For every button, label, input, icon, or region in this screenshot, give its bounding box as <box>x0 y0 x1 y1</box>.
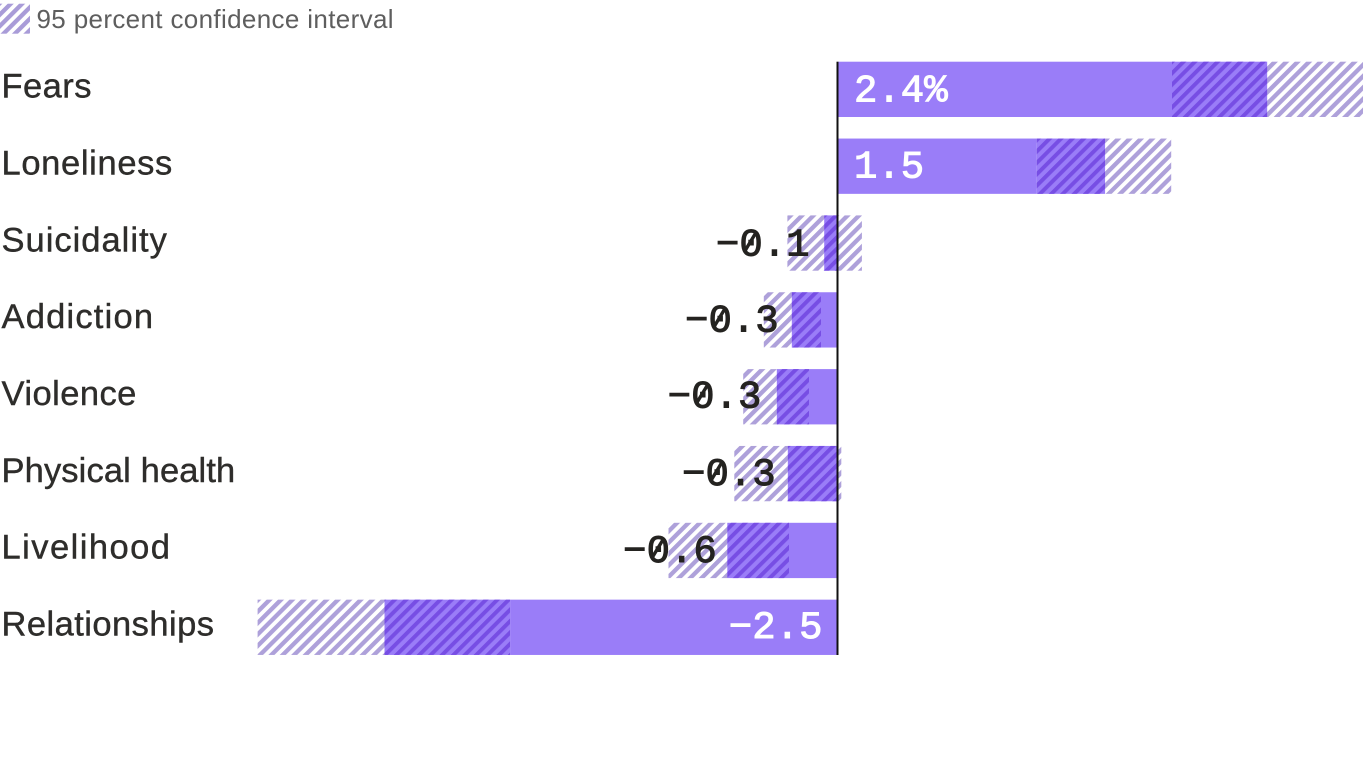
svg-text:−0.1: −0.1 <box>716 223 810 267</box>
svg-text:Addiction: Addiction <box>2 298 155 336</box>
svg-text:−2.5: −2.5 <box>729 606 823 650</box>
svg-text:−0.3: −0.3 <box>668 375 762 419</box>
svg-text:Livelihood: Livelihood <box>2 529 172 567</box>
svg-text:1.5: 1.5 <box>854 146 924 190</box>
svg-text:95 percent confidence interval: 95 percent confidence interval <box>37 4 394 34</box>
svg-text:Fears: Fears <box>2 68 92 106</box>
svg-text:Physical health: Physical health <box>2 452 236 490</box>
svg-text:−0.3: −0.3 <box>682 453 776 497</box>
svg-text:2.4%: 2.4% <box>854 69 948 113</box>
svg-text:−0.3: −0.3 <box>685 299 779 343</box>
svg-text:Violence: Violence <box>2 375 137 413</box>
svg-text:Relationships: Relationships <box>2 606 215 644</box>
svg-text:−0.6: −0.6 <box>623 530 717 574</box>
svg-text:Suicidality: Suicidality <box>2 221 168 259</box>
svg-text:Loneliness: Loneliness <box>2 144 173 182</box>
